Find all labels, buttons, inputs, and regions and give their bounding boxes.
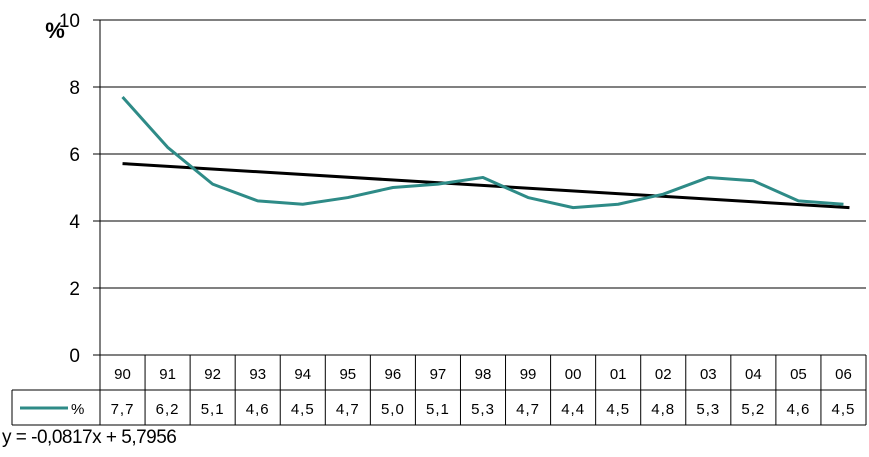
x-tick-label: 01 — [610, 366, 627, 383]
y-axis-label: % — [45, 18, 65, 43]
y-tick-label: 2 — [69, 279, 80, 300]
data-label: 4,8 — [651, 401, 675, 418]
trendline — [122, 162, 850, 210]
data-label: 4,5 — [291, 401, 315, 418]
trendline-equation: y = -0,0817x + 5,7956 — [2, 427, 177, 448]
legend-label: % — [71, 401, 84, 418]
x-tick-label: 96 — [385, 366, 402, 383]
x-tick-label: 91 — [159, 366, 176, 383]
x-tick-label: 05 — [790, 366, 807, 383]
data-table: 90 7,7 91 6,2 92 5,1 93 4,6 94 4,5 95 4,7 96 5,0 97 5,1… — [11, 354, 867, 426]
data-label: 4,5 — [832, 401, 856, 418]
data-label: 5,3 — [471, 401, 495, 418]
gridlines — [100, 19, 866, 289]
data-label: 4,4 — [561, 401, 585, 418]
x-tick-label: 93 — [249, 366, 266, 383]
data-label: 5,0 — [381, 401, 405, 418]
data-label: 7,7 — [111, 401, 135, 418]
y-tick-label: 10 — [59, 11, 80, 32]
data-label: 4,7 — [516, 401, 540, 418]
x-tick-label: 00 — [565, 366, 582, 383]
data-label: 5,1 — [201, 401, 225, 418]
y-tick-labels: 0 2 4 6 8 10 — [59, 11, 81, 367]
x-tick-label: 90 — [114, 366, 131, 383]
x-tick-label: 97 — [430, 366, 447, 383]
data-label: 4,6 — [246, 401, 270, 418]
x-tick-label: 02 — [655, 366, 672, 383]
data-label: 6,2 — [156, 401, 180, 418]
x-tick-label: 95 — [339, 366, 356, 383]
trendline-line — [122, 162, 850, 210]
series-line-path — [121, 96, 844, 210]
axes — [93, 19, 101, 356]
data-label: 5,2 — [741, 401, 765, 418]
y-tick-label: 8 — [69, 78, 80, 99]
y-tick-label: 4 — [69, 212, 80, 233]
series-line — [121, 96, 844, 210]
x-tick-label: 92 — [204, 366, 221, 383]
x-tick-label: 06 — [835, 366, 852, 383]
x-tick-label: 04 — [745, 366, 762, 383]
data-label: 5,1 — [426, 401, 450, 418]
x-tick-label: 03 — [700, 366, 717, 383]
data-label: 5,3 — [696, 401, 720, 418]
y-tick-label: 0 — [69, 346, 80, 367]
x-tick-label: 94 — [294, 366, 311, 383]
data-label: 4,6 — [786, 401, 810, 418]
x-tick-label: 98 — [475, 366, 492, 383]
data-label: 4,7 — [336, 401, 360, 418]
y-tick-label: 6 — [69, 145, 80, 166]
x-tick-label: 99 — [520, 366, 537, 383]
data-label: 4,5 — [606, 401, 630, 418]
